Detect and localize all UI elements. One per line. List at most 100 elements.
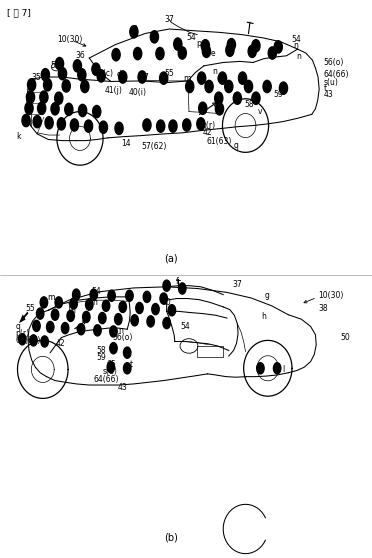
Text: 10(30): 10(30) (58, 35, 83, 44)
Circle shape (51, 103, 59, 115)
Circle shape (227, 39, 235, 51)
Circle shape (263, 80, 271, 93)
Circle shape (25, 102, 33, 114)
Text: 65: 65 (107, 360, 116, 369)
Text: 56(o): 56(o) (113, 333, 133, 342)
Text: 36: 36 (75, 51, 85, 60)
Circle shape (186, 80, 194, 93)
Circle shape (268, 47, 276, 59)
Circle shape (205, 80, 213, 93)
Circle shape (73, 60, 81, 72)
Text: q: q (234, 141, 239, 150)
Circle shape (169, 120, 177, 132)
Text: p(r): p(r) (16, 329, 30, 338)
Text: s(u): s(u) (324, 78, 339, 86)
Text: 42: 42 (55, 339, 65, 348)
Circle shape (160, 293, 167, 304)
Circle shape (51, 309, 59, 320)
Circle shape (163, 318, 170, 329)
Circle shape (77, 324, 85, 335)
Text: t: t (129, 360, 132, 369)
Circle shape (38, 102, 46, 114)
Circle shape (152, 304, 159, 315)
Circle shape (83, 311, 90, 323)
Text: 58: 58 (244, 100, 254, 109)
Circle shape (26, 91, 35, 103)
Circle shape (218, 72, 227, 84)
Circle shape (78, 104, 87, 117)
Circle shape (136, 302, 143, 314)
Circle shape (94, 325, 101, 336)
Circle shape (61, 323, 69, 334)
Circle shape (55, 92, 63, 104)
Text: 59: 59 (273, 90, 283, 99)
Circle shape (62, 80, 70, 92)
Circle shape (238, 72, 247, 84)
Circle shape (130, 26, 138, 38)
Text: 35: 35 (32, 73, 41, 81)
Text: 41(j): 41(j) (105, 86, 122, 95)
Text: 42: 42 (203, 128, 212, 137)
Circle shape (45, 117, 53, 129)
Circle shape (108, 290, 115, 301)
Text: 43: 43 (324, 90, 333, 99)
Text: a: a (81, 85, 86, 94)
Circle shape (252, 40, 260, 52)
Text: 55: 55 (164, 69, 174, 78)
Text: v: v (76, 326, 80, 335)
Text: 10(30): 10(30) (318, 291, 343, 300)
Circle shape (90, 289, 97, 300)
Text: 37: 37 (140, 73, 149, 82)
Circle shape (201, 40, 209, 52)
Circle shape (273, 363, 281, 374)
Text: 54: 54 (291, 35, 301, 44)
Circle shape (226, 44, 234, 56)
Circle shape (99, 312, 106, 324)
Circle shape (215, 92, 223, 104)
Circle shape (257, 363, 264, 374)
Circle shape (199, 102, 207, 114)
Circle shape (124, 347, 131, 358)
FancyArrow shape (19, 311, 28, 323)
Circle shape (197, 118, 205, 130)
Text: [ 図 7]: [ 図 7] (7, 8, 31, 17)
Circle shape (93, 105, 101, 118)
Circle shape (102, 300, 110, 311)
Circle shape (124, 363, 131, 374)
Circle shape (150, 31, 158, 43)
Circle shape (19, 334, 26, 345)
Ellipse shape (51, 63, 62, 71)
Text: f: f (175, 277, 178, 286)
Circle shape (279, 82, 288, 94)
Circle shape (126, 290, 133, 301)
Circle shape (131, 315, 138, 326)
Circle shape (252, 92, 260, 104)
Circle shape (202, 45, 211, 57)
Circle shape (99, 121, 108, 133)
Circle shape (40, 91, 48, 103)
Circle shape (110, 326, 117, 337)
Text: 64(66): 64(66) (93, 375, 119, 384)
Circle shape (30, 335, 37, 346)
Text: n: n (212, 67, 218, 76)
Circle shape (248, 45, 256, 57)
Text: 61(63): 61(63) (16, 336, 41, 345)
Circle shape (233, 92, 241, 104)
Circle shape (160, 72, 168, 84)
Circle shape (119, 71, 127, 83)
Circle shape (157, 120, 165, 132)
Text: (b): (b) (164, 533, 178, 543)
Text: 37: 37 (232, 280, 242, 289)
Circle shape (73, 289, 80, 300)
Circle shape (110, 343, 117, 354)
Circle shape (119, 301, 126, 312)
Circle shape (46, 321, 54, 333)
Circle shape (156, 47, 164, 60)
Text: 14: 14 (122, 139, 131, 148)
Circle shape (70, 298, 77, 309)
Text: t: t (324, 84, 327, 93)
Circle shape (134, 47, 142, 60)
Text: p(r): p(r) (201, 121, 215, 130)
Text: n: n (294, 41, 299, 50)
Text: 59: 59 (96, 353, 106, 362)
